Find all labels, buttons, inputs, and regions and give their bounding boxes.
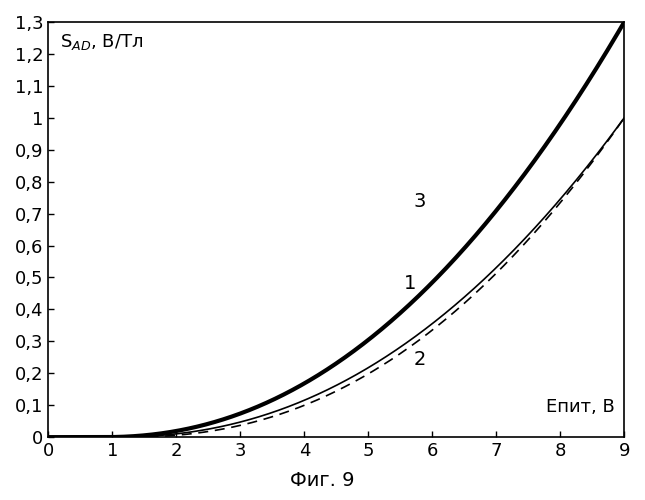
Text: Фиг. 9: Фиг. 9 (290, 471, 355, 490)
Text: 3: 3 (413, 192, 426, 211)
Text: Епит, В: Епит, В (546, 398, 615, 416)
Text: S$_{AD}$, В/Тл: S$_{AD}$, В/Тл (60, 32, 143, 52)
Text: 2: 2 (413, 350, 426, 370)
Text: 1: 1 (404, 274, 416, 292)
